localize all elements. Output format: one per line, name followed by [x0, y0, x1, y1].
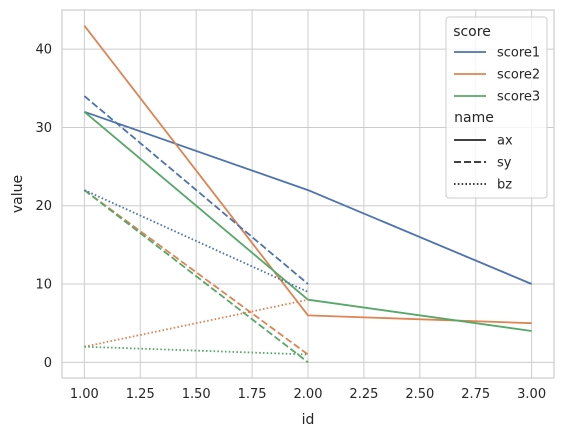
x-tick-labels: 1.00 1.25 1.50 1.75 2.00 2.25 2.50 2.75 3.00	[70, 387, 546, 402]
series-line-score3-bz	[84, 345, 309, 356]
x-tick-label: 1.50	[182, 387, 211, 402]
series-group	[83, 25, 532, 364]
series-line-score2-bz	[84, 298, 309, 348]
legend-label-score2: score2	[497, 68, 540, 83]
x-tick-label: 2.75	[461, 387, 490, 402]
series-line-score1-sy	[83, 95, 309, 285]
x-tick-label: 1.75	[238, 387, 267, 402]
x-tick-label: 1.25	[126, 387, 155, 402]
x-axis-label: id	[302, 412, 315, 428]
x-tick-label: 2.50	[405, 387, 434, 402]
legend-label-ax: ax	[497, 134, 513, 149]
x-tick-label: 2.00	[294, 387, 323, 402]
legend-label-score3: score3	[497, 90, 540, 105]
legend-hue-title: score	[453, 24, 491, 40]
legend-style-title: name	[454, 110, 494, 126]
y-tick-label: 10	[35, 278, 52, 293]
plot-frame	[61, 9, 555, 379]
series-line-score3-sy	[83, 189, 309, 364]
legend-label-score1: score1	[497, 46, 540, 61]
x-tick-label: 3.00	[517, 387, 546, 402]
series-line-score1-ax	[84, 110, 532, 285]
y-tick-label: 0	[44, 356, 52, 371]
legend-label-bz: bz	[497, 178, 512, 193]
x-tick-label: 1.00	[70, 387, 99, 402]
legend-label-sy: sy	[497, 156, 512, 171]
legend-entries: score1 score2 score3 ax sy bz	[454, 46, 540, 193]
x-tick-label: 2.25	[349, 387, 378, 402]
legend: score name score1 score2 score3 ax sy bz	[445, 16, 548, 199]
legend-box	[445, 16, 548, 199]
series-line-score2-sy	[83, 189, 309, 356]
y-tick-label: 40	[35, 43, 52, 58]
y-tick-label: 20	[35, 199, 52, 214]
y-tick-labels: 0 10 20 30 40	[35, 43, 52, 371]
y-axis-label: value	[10, 175, 26, 213]
y-tick-label: 30	[35, 121, 52, 136]
series-line-score1-bz	[84, 189, 309, 293]
